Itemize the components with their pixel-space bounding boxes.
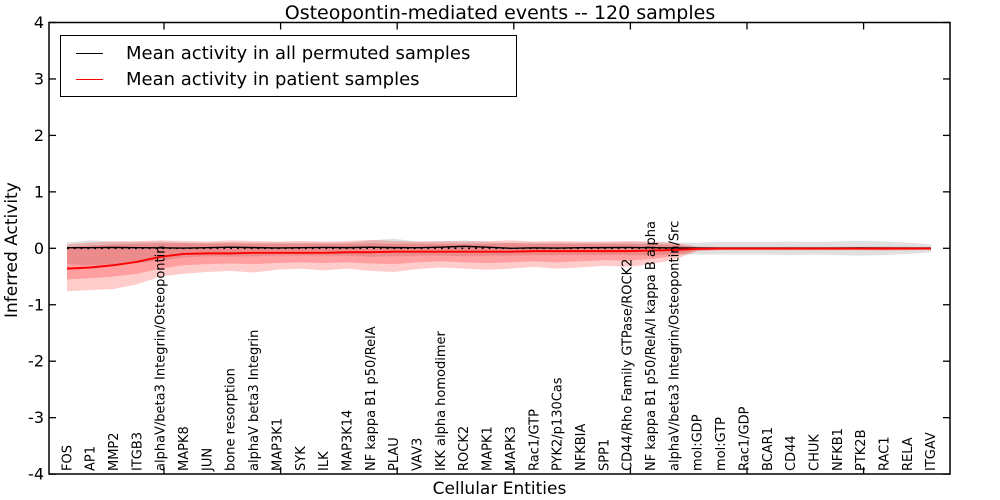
x-category-label: NFKBIA: [574, 424, 589, 471]
x-category-label: JUN: [200, 448, 215, 472]
legend-label-patient: Mean activity in patient samples: [126, 68, 420, 90]
x-category-label: MMP2: [107, 432, 122, 471]
y-tick-label: -3: [28, 408, 44, 427]
chart-title: Osteopontin-mediated events -- 120 sampl…: [284, 2, 716, 24]
x-category-label: ITGAV: [924, 432, 939, 471]
x-category-label: MAPK1: [481, 426, 496, 471]
y-tick-label: -4: [28, 465, 44, 484]
x-category-label: NF kappa B1 p50/RelA/I kappa B alpha: [644, 221, 659, 471]
x-category-label: NFKB1: [831, 428, 846, 471]
x-category-label: CD44/Rho Family GTPase/ROCK2: [621, 259, 636, 471]
legend-item-patient: Mean activity in patient samples: [61, 69, 516, 90]
x-category-label: IKK alpha homodimer: [434, 330, 449, 471]
x-category-label: mol:GDP: [691, 414, 706, 471]
x-category-label: VAV3: [411, 438, 426, 471]
x-category-label: NF kappa B1 p50/RelA: [364, 326, 379, 471]
y-tick-label: -2: [28, 352, 44, 371]
legend: Mean activity in all permuted samples Me…: [60, 35, 517, 97]
y-tick-label: 3: [34, 69, 44, 88]
y-tick-label: -1: [28, 295, 44, 314]
x-category-label: alphaV/beta3 Integrin/Osteopontin/Src: [667, 221, 682, 471]
x-category-label: MAP3K14: [340, 410, 355, 471]
x-category-label: PYK2/p130Cas: [551, 377, 566, 471]
x-category-label: MAP3K1: [270, 418, 285, 471]
x-category-label: MAPK3: [504, 426, 519, 471]
y-tick-label: 4: [34, 13, 44, 32]
x-category-label: ROCK2: [457, 426, 472, 471]
x-category-label: RELA: [901, 437, 916, 471]
x-category-label: AP1: [84, 446, 99, 471]
x-category-label: BCAR1: [761, 427, 776, 471]
legend-item-permuted: Mean activity in all permuted samples: [61, 43, 516, 64]
x-category-label: alphaV beta3 Integrin: [247, 330, 262, 471]
x-category-label: SYK: [294, 446, 309, 471]
x-category-label: SPP1: [597, 439, 612, 471]
y-tick-label: 2: [34, 126, 44, 145]
x-category-label: alphaV/beta3 Integrin/Osteopontin: [154, 246, 169, 471]
red-line-sample-icon: [76, 78, 103, 80]
y-tick-label: 1: [34, 182, 44, 201]
series-line-patient: [66, 247, 931, 270]
x-category-label: ITGB3: [130, 432, 145, 471]
x-category-label: Rac1/GDP: [737, 406, 752, 471]
black-line-sample-icon: [76, 52, 103, 54]
x-category-label: MAPK8: [177, 426, 192, 471]
x-category-label: PTK2B: [854, 430, 869, 472]
x-category-label: Rac1/GTP: [527, 409, 542, 471]
x-category-label: FOS: [60, 445, 75, 471]
x-category-label: bone resorption: [224, 368, 239, 471]
x-category-label: CHUK: [807, 434, 822, 471]
x-category-label: ILK: [317, 451, 332, 471]
x-category-label: RAC1: [878, 436, 893, 471]
x-category-label: PLAU: [387, 437, 402, 471]
x-axis-label: Cellular Entities: [432, 479, 567, 499]
y-axis-label: Inferred Activity: [2, 182, 22, 318]
y-tick-label: 0: [34, 239, 44, 258]
x-category-label: CD44: [784, 435, 799, 471]
x-category-label: mol:GTP: [714, 417, 729, 471]
legend-label-permuted: Mean activity in all permuted samples: [126, 42, 471, 64]
